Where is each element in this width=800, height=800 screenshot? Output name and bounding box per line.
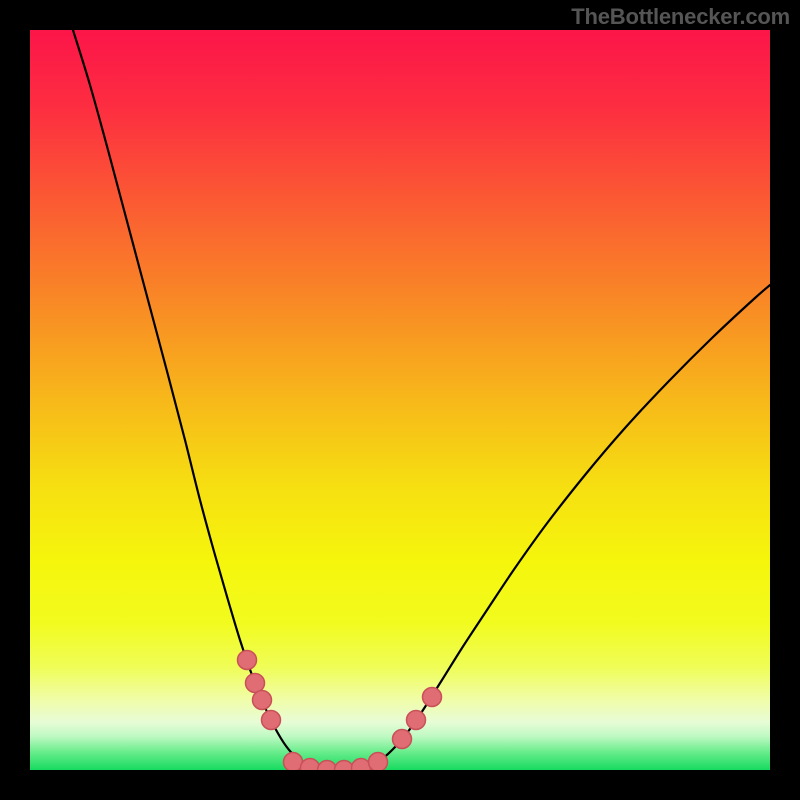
marker-dot bbox=[253, 691, 272, 710]
marker-dot bbox=[246, 674, 265, 693]
marker-dot bbox=[262, 711, 281, 730]
marker-dot bbox=[238, 651, 257, 670]
watermark-text: TheBottlenecker.com bbox=[571, 4, 790, 30]
marker-dot bbox=[393, 730, 412, 749]
chart-svg bbox=[0, 0, 800, 800]
chart-canvas: TheBottlenecker.com bbox=[0, 0, 800, 800]
marker-dot bbox=[369, 753, 388, 772]
marker-dot bbox=[284, 753, 303, 772]
plot-background bbox=[30, 30, 770, 770]
marker-dot bbox=[423, 688, 442, 707]
marker-dot bbox=[407, 711, 426, 730]
